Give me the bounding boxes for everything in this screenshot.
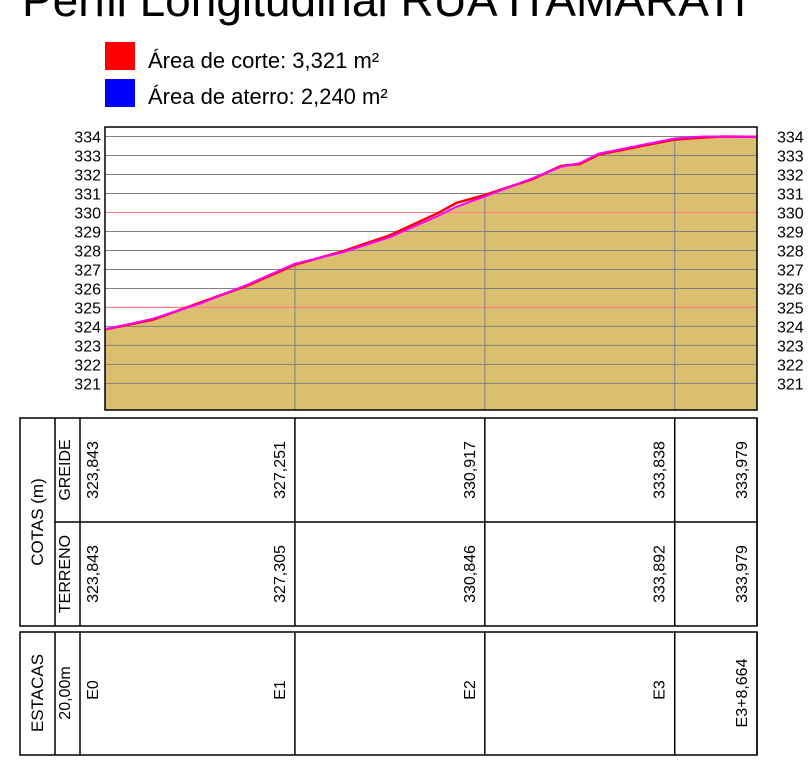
table-text: 327,305 <box>272 545 289 603</box>
table-text: E3 <box>652 680 669 700</box>
y-tick-label: 323 <box>74 338 101 355</box>
y-tick-label: 331 <box>74 186 101 203</box>
table-text: 20,00m <box>57 666 74 719</box>
table-text: 330,917 <box>462 441 479 499</box>
y-tick-label: 333 <box>74 148 101 165</box>
table-text: GREIDE <box>57 439 74 500</box>
y-tick-label: 328 <box>74 243 101 260</box>
table-text: 330,846 <box>462 545 479 603</box>
y-tick-label: 332 <box>74 167 101 184</box>
table-text: 327,251 <box>272 441 289 499</box>
table-cell <box>19 631 758 756</box>
y-tick-label: 322 <box>777 357 804 374</box>
table-text: 333,838 <box>652 441 669 499</box>
terrain-fill <box>105 136 757 410</box>
y-tick-label: 327 <box>74 262 101 279</box>
plot-frame <box>104 126 758 411</box>
y-tick-label: 333 <box>777 148 804 165</box>
table-text: ESTACAS <box>28 654 47 732</box>
table-text: E1 <box>272 680 289 700</box>
table-text: 333,892 <box>652 545 669 603</box>
table-text: 333,979 <box>734 545 751 603</box>
legend-swatch <box>105 42 135 70</box>
y-tick-label: 325 <box>74 300 101 317</box>
y-tick-label: 324 <box>777 319 804 336</box>
table-text: COTAS (m) <box>28 478 47 566</box>
y-tick-label: 326 <box>74 281 101 298</box>
y-tick-label: 329 <box>777 224 804 241</box>
legend-label: Área de corte: 3,321 m² <box>148 48 379 73</box>
table-text: 333,979 <box>734 441 751 499</box>
y-tick-label: 334 <box>777 129 804 146</box>
table-text: E3+8,664 <box>734 658 751 727</box>
y-tick-label: 321 <box>74 376 101 393</box>
y-tick-label: 332 <box>777 167 804 184</box>
table-text: TERRENO <box>57 535 74 613</box>
y-tick-label: 330 <box>74 205 101 222</box>
y-tick-label: 326 <box>777 281 804 298</box>
y-tick-label: 334 <box>74 129 101 146</box>
y-tick-label: 325 <box>777 300 804 317</box>
y-tick-label: 327 <box>777 262 804 279</box>
y-tick-label: 328 <box>777 243 804 260</box>
legend-label: Área de aterro: 2,240 m² <box>148 84 388 109</box>
y-tick-label: 321 <box>777 376 804 393</box>
y-tick-label: 330 <box>777 205 804 222</box>
y-tick-label: 324 <box>74 319 101 336</box>
legend-swatch <box>105 79 135 107</box>
table-text: E0 <box>85 680 102 700</box>
profile-line <box>104 135 758 331</box>
title: Perfil Longitudinal RUA ITAMARATI <box>22 0 746 26</box>
table-text: 323,843 <box>85 545 102 603</box>
y-tick-label: 323 <box>777 338 804 355</box>
table-text: E2 <box>462 680 479 700</box>
y-tick-label: 329 <box>74 224 101 241</box>
y-tick-label: 331 <box>777 186 804 203</box>
table-text: 323,843 <box>85 441 102 499</box>
y-tick-label: 322 <box>74 357 101 374</box>
